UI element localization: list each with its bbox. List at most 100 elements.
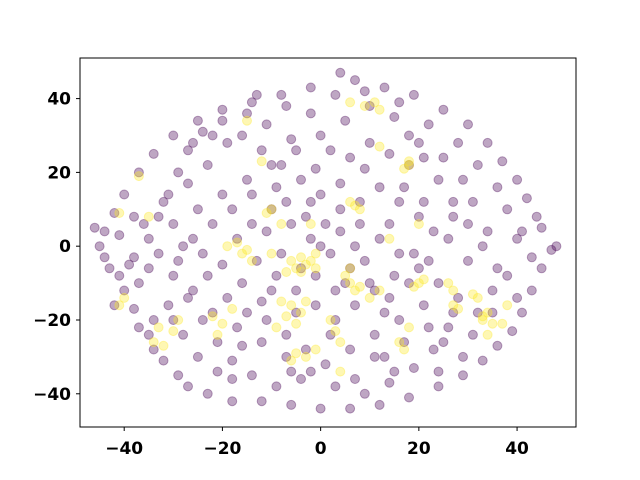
data-point-class-0 [192,204,203,215]
data-point-class-0 [345,152,356,163]
data-point-class-0 [256,337,267,348]
data-point-class-1 [148,337,159,348]
data-point-class-0 [389,112,400,122]
data-point-class-0 [350,75,360,86]
data-point-class-0 [369,329,380,340]
data-point-class-0 [453,292,464,303]
data-point-class-0 [183,381,193,392]
data-point-class-1 [114,208,125,218]
data-point-class-0 [418,196,429,207]
data-point-class-0 [404,278,414,289]
data-point-class-0 [477,241,488,252]
data-point-class-0 [330,89,341,100]
data-point-class-1 [418,274,429,285]
data-point-class-0 [428,344,439,355]
data-point-class-0 [335,178,346,189]
data-point-class-0 [492,340,503,351]
data-point-class-1 [286,300,297,311]
data-point-class-0 [143,233,154,244]
data-point-class-0 [330,315,341,325]
data-point-class-0 [433,278,444,289]
data-point-class-0 [202,270,213,281]
data-point-class-0 [251,255,262,266]
data-point-class-0 [448,196,459,207]
data-point-class-0 [173,167,184,178]
data-point-class-0 [286,134,297,145]
data-point-class-0 [256,145,267,156]
data-point-class-1 [271,322,282,333]
data-point-class-0 [526,252,537,263]
data-point-class-0 [271,270,282,281]
data-point-class-0 [394,97,405,108]
data-point-class-0 [463,255,473,266]
data-point-class-1 [153,322,164,333]
data-point-class-0 [261,315,272,325]
data-point-class-0 [192,351,203,362]
data-point-class-0 [109,208,120,218]
data-point-class-0 [335,204,346,215]
data-point-class-0 [246,219,257,229]
data-point-class-0 [217,259,228,270]
data-point-class-0 [266,285,277,296]
data-point-class-0 [443,322,454,333]
data-point-class-0 [467,196,478,207]
data-point-class-0 [512,233,523,244]
data-point-class-0 [163,189,174,200]
data-point-class-0 [384,377,395,388]
data-point-class-0 [271,381,282,392]
data-point-class-0 [340,278,351,289]
y-tick-label: 20 [47,163,71,183]
data-point-class-0 [345,344,356,355]
data-point-class-0 [492,182,503,193]
data-point-class-0 [502,204,513,215]
data-point-class-0 [242,307,252,318]
x-axis: −40 −20 0 20 40 [105,427,529,459]
data-point-class-0 [354,219,365,229]
data-point-class-1 [232,237,243,248]
data-point-class-0 [153,248,164,259]
data-point-class-0 [359,255,370,266]
data-point-class-1 [237,248,248,259]
data-point-class-0 [133,278,144,289]
data-point-class-0 [246,370,257,381]
data-point-class-1 [335,366,346,377]
data-point-class-1 [399,344,410,355]
data-point-class-1 [345,97,356,108]
data-point-class-0 [350,241,360,252]
data-point-class-0 [359,86,370,97]
data-point-class-0 [178,329,189,340]
y-tick-label: −20 [33,311,71,331]
data-point-class-0 [394,248,405,259]
data-point-class-0 [526,285,537,296]
data-point-class-0 [281,351,292,362]
data-point-class-0 [487,307,498,318]
data-point-class-0 [168,130,179,141]
data-point-class-0 [158,355,169,366]
data-point-class-0 [202,388,213,399]
data-point-class-1 [448,285,459,296]
data-point-class-0 [315,403,326,414]
data-point-class-1 [477,311,488,322]
data-point-class-0 [133,322,144,333]
data-point-class-1 [173,315,184,325]
data-point-class-0 [423,255,434,266]
data-point-class-0 [143,329,154,340]
data-point-class-0 [458,351,468,362]
data-point-class-1 [158,340,169,351]
data-point-class-0 [418,152,429,163]
data-point-class-0 [463,119,473,130]
data-point-class-1 [207,311,218,322]
data-point-class-1 [114,300,125,311]
data-point-class-0 [458,370,468,381]
data-point-class-0 [374,182,385,193]
data-point-class-0 [404,160,414,170]
data-point-class-0 [433,381,444,392]
data-point-class-0 [438,337,449,348]
data-point-class-0 [443,233,454,244]
data-point-class-1 [300,259,311,270]
data-point-class-0 [364,137,375,148]
data-point-class-0 [384,219,395,229]
data-point-class-0 [408,248,419,259]
data-point-class-1 [443,278,454,289]
